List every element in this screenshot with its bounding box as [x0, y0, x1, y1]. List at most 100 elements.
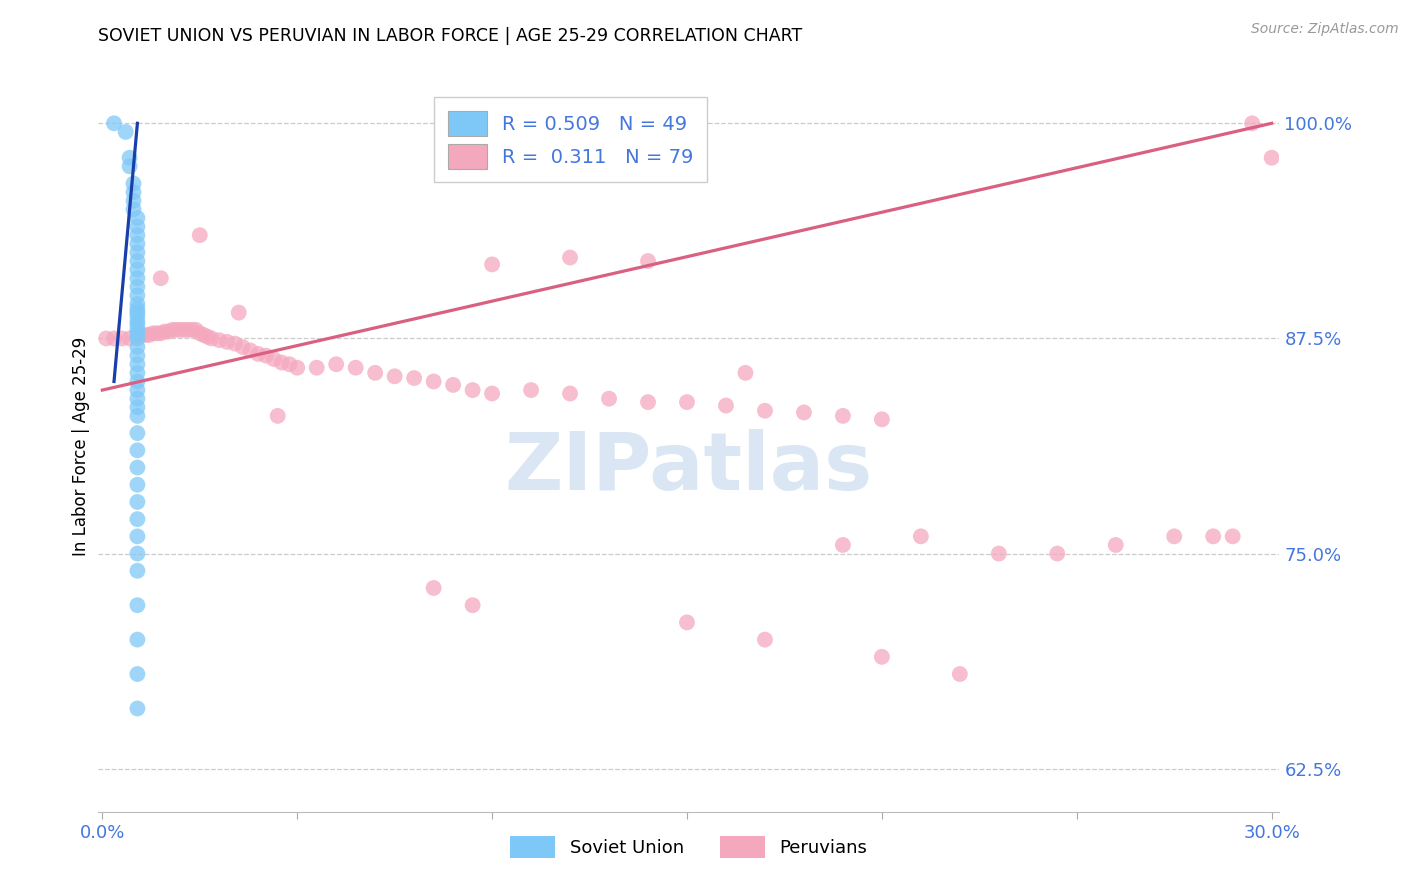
Point [263, 352, 285, 367]
Point [118, 151, 141, 165]
Point [127, 426, 149, 441]
Point [127, 318, 149, 332]
Point [127, 211, 149, 225]
Point [96, 331, 118, 345]
Point [734, 366, 756, 380]
Point [127, 228, 149, 243]
Point [127, 288, 149, 302]
Point [165, 323, 187, 337]
Point [127, 547, 149, 561]
Point [481, 386, 503, 401]
Point [127, 701, 149, 715]
Point [127, 326, 149, 341]
Point [181, 323, 204, 337]
Point [832, 538, 855, 552]
Point [215, 334, 238, 349]
Point [1163, 529, 1185, 543]
Point [127, 564, 149, 578]
Point [870, 649, 893, 664]
Point [127, 331, 149, 345]
Point [127, 340, 149, 354]
Point [558, 251, 581, 265]
Point [188, 326, 211, 341]
Point [127, 219, 149, 234]
Point [129, 328, 152, 343]
Point [422, 375, 444, 389]
Point [127, 495, 149, 509]
Point [870, 412, 893, 426]
Point [127, 305, 149, 319]
Point [127, 349, 149, 363]
Point [278, 357, 301, 371]
Point [118, 159, 141, 173]
Point [173, 323, 195, 337]
Point [127, 262, 149, 277]
Legend: Soviet Union, Peruvians: Soviet Union, Peruvians [503, 829, 875, 865]
Point [127, 323, 149, 337]
Y-axis label: In Labor Force | Age 25-29: In Labor Force | Age 25-29 [72, 336, 90, 556]
Point [127, 357, 149, 371]
Point [127, 254, 149, 268]
Point [122, 194, 145, 208]
Point [558, 386, 581, 401]
Point [200, 331, 222, 345]
Point [714, 399, 737, 413]
Point [103, 331, 125, 345]
Point [142, 326, 165, 341]
Point [127, 366, 149, 380]
Point [754, 632, 776, 647]
Point [153, 325, 176, 339]
Point [127, 329, 149, 343]
Point [305, 360, 328, 375]
Point [127, 409, 149, 423]
Point [184, 323, 207, 337]
Point [247, 347, 270, 361]
Point [193, 328, 215, 343]
Point [127, 443, 149, 458]
Point [127, 667, 149, 681]
Point [637, 395, 659, 409]
Point [285, 360, 308, 375]
Point [228, 305, 250, 319]
Text: SOVIET UNION VS PERUVIAN IN LABOR FORCE | AGE 25-29 CORRELATION CHART: SOVIET UNION VS PERUVIAN IN LABOR FORCE … [98, 27, 803, 45]
Point [162, 323, 184, 337]
Point [103, 116, 125, 130]
Point [122, 202, 145, 217]
Text: Source: ZipAtlas.com: Source: ZipAtlas.com [1251, 22, 1399, 37]
Point [344, 360, 367, 375]
Point [676, 615, 699, 630]
Point [461, 383, 484, 397]
Point [111, 331, 134, 345]
Point [910, 529, 932, 543]
Point [987, 547, 1010, 561]
Point [127, 383, 149, 397]
Point [127, 245, 149, 260]
Text: ZIPatlas: ZIPatlas [505, 429, 873, 507]
Point [832, 409, 855, 423]
Point [127, 512, 149, 526]
Point [114, 125, 136, 139]
Point [793, 405, 815, 419]
Point [949, 667, 972, 681]
Point [232, 340, 254, 354]
Point [127, 302, 149, 317]
Point [127, 460, 149, 475]
Point [1046, 547, 1069, 561]
Point [254, 349, 277, 363]
Point [127, 598, 149, 612]
Point [325, 357, 347, 371]
Point [481, 257, 503, 271]
Point [637, 254, 659, 268]
Point [520, 383, 543, 397]
Point [441, 378, 464, 392]
Point [149, 271, 172, 285]
Point [169, 323, 191, 337]
Point [208, 333, 231, 347]
Point [127, 401, 149, 415]
Point [422, 581, 444, 595]
Point [1222, 529, 1244, 543]
Point [127, 236, 149, 251]
Point [224, 336, 246, 351]
Point [188, 228, 211, 243]
Point [127, 280, 149, 294]
